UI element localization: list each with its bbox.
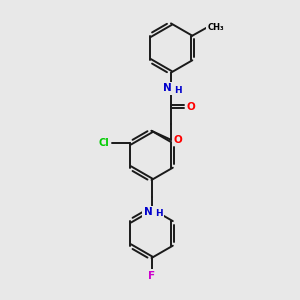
Text: O: O	[173, 135, 182, 145]
Text: H: H	[174, 86, 182, 95]
Text: H: H	[155, 209, 163, 218]
Text: F: F	[148, 271, 155, 281]
Text: N: N	[143, 207, 152, 217]
Text: O: O	[186, 102, 195, 112]
Text: N: N	[163, 83, 172, 93]
Text: CH₃: CH₃	[207, 23, 224, 32]
Text: Cl: Cl	[98, 137, 109, 148]
